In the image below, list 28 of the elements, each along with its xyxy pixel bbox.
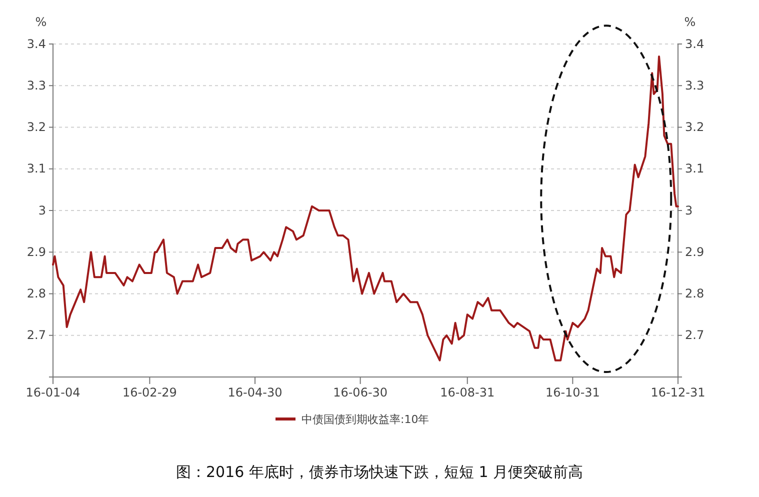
x-tick-label: 16-02-29 — [122, 386, 177, 400]
y2-tick-label: 3 — [685, 203, 693, 218]
y-axis-title: % — [35, 15, 47, 29]
y2-tick-label: 2.8 — [685, 286, 704, 301]
x-tick-label: 16-10-31 — [545, 386, 600, 400]
x-tick-label: 16-06-30 — [333, 386, 388, 400]
line-series — [52, 55, 679, 362]
y2-tick-label: 2.7 — [685, 328, 704, 342]
y-tick-label: 2.8 — [26, 286, 46, 301]
legend-label: 中债国债到期收益率:10年 — [302, 413, 430, 426]
y-tick-label: 3 — [38, 203, 46, 218]
y2-tick-label: 3.2 — [685, 120, 704, 134]
x-tick-label: 16-08-31 — [440, 386, 495, 400]
x-tick-label: 16-01-04 — [26, 386, 80, 400]
text: 图：2016 年底时，债券市场快速下跌，短短 1 月便突破前高 — [176, 463, 584, 481]
y-tick-label: 2.9 — [26, 244, 46, 259]
x-tick-label: 16-04-30 — [228, 386, 282, 400]
y2-axis-title: % — [684, 15, 696, 29]
x-tick-label: 16-12-31 — [650, 386, 706, 400]
y2-tick-label: 3.3 — [685, 78, 704, 92]
y2-tick-label: 3.4 — [685, 36, 704, 51]
y-tick-label: 3.1 — [26, 162, 46, 176]
y-tick-label: 3.2 — [26, 120, 46, 134]
y-tick-label: 3.4 — [26, 36, 46, 51]
y-tick-label: 3.3 — [26, 78, 46, 92]
y2-tick-label: 3.1 — [685, 162, 704, 176]
y-tick-label: 2.7 — [26, 328, 46, 342]
y2-tick-label: 2.9 — [685, 244, 704, 259]
